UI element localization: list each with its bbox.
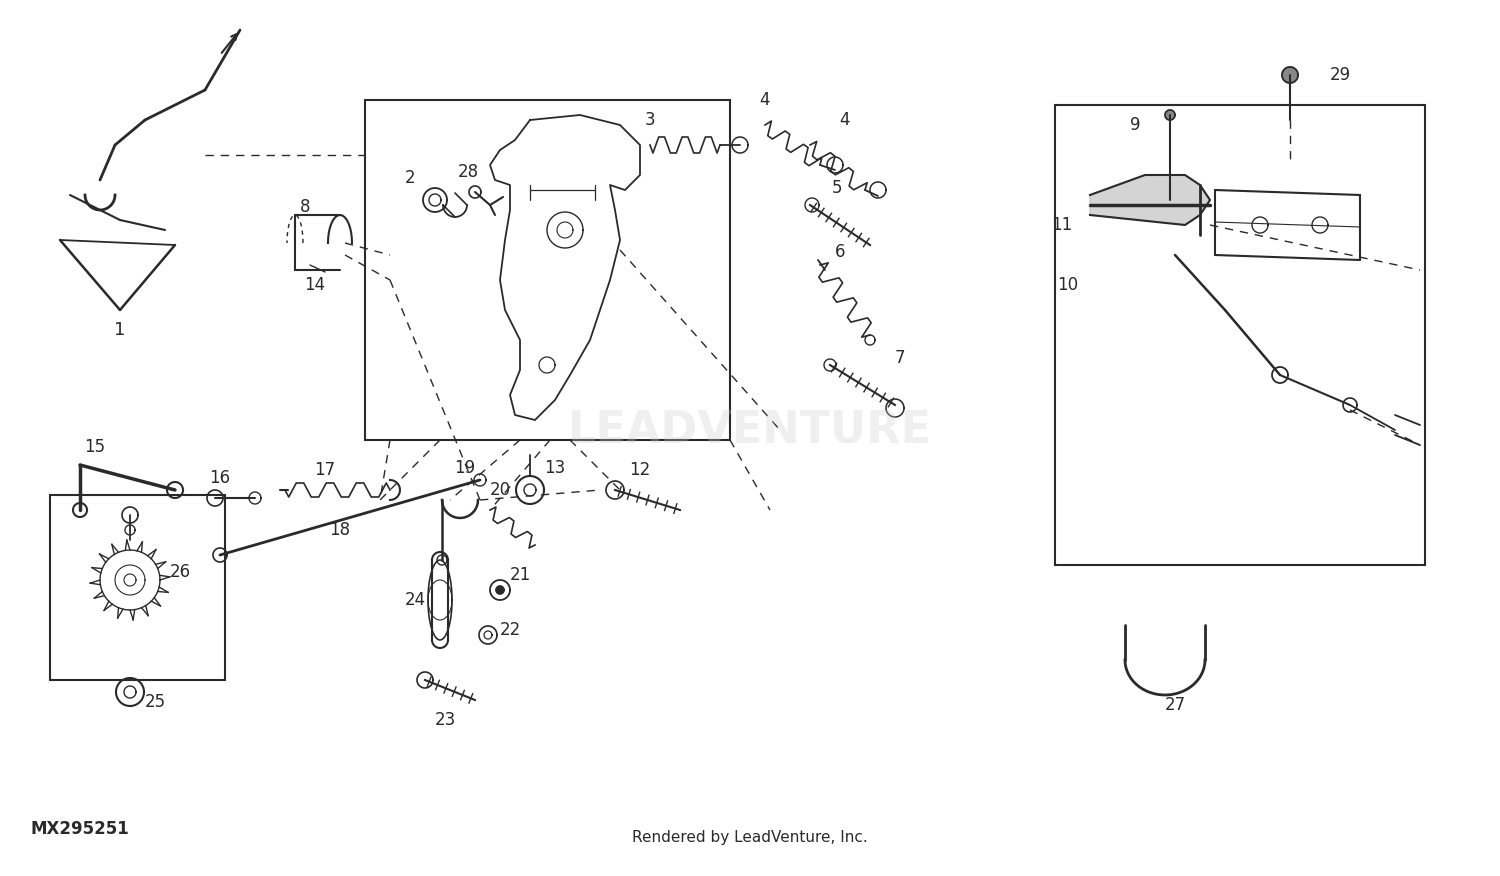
Text: MX295251: MX295251 (30, 820, 129, 838)
Text: 15: 15 (84, 438, 105, 456)
Text: 9: 9 (1130, 116, 1140, 134)
Text: 20: 20 (489, 481, 510, 499)
Polygon shape (1282, 67, 1298, 83)
Text: 21: 21 (510, 566, 531, 584)
Text: 4: 4 (840, 111, 850, 129)
Text: 27: 27 (1164, 696, 1185, 714)
Text: 4: 4 (759, 91, 771, 109)
Text: Rendered by LeadVenture, Inc.: Rendered by LeadVenture, Inc. (632, 830, 868, 845)
Text: 11: 11 (1052, 216, 1072, 234)
Text: 16: 16 (210, 469, 231, 487)
Text: 10: 10 (1058, 276, 1078, 294)
Bar (50, 495, 225, 680)
Polygon shape (1166, 110, 1174, 120)
Text: 13: 13 (544, 459, 566, 477)
Text: 28: 28 (458, 163, 478, 181)
Text: 8: 8 (300, 198, 310, 216)
Text: 1: 1 (114, 321, 126, 339)
Text: 26: 26 (170, 563, 190, 581)
Bar (1054, 105, 1425, 565)
Text: 6: 6 (834, 243, 846, 261)
Text: 12: 12 (630, 461, 651, 479)
Text: 25: 25 (144, 693, 165, 711)
Text: 14: 14 (304, 276, 326, 294)
Text: 2: 2 (405, 169, 416, 187)
Polygon shape (1090, 175, 1210, 225)
Text: 3: 3 (645, 111, 656, 129)
Text: 19: 19 (454, 459, 476, 477)
Text: 7: 7 (894, 349, 904, 367)
Text: LEADVENTURE: LEADVENTURE (568, 408, 932, 451)
Bar (364, 100, 730, 440)
Polygon shape (496, 586, 504, 594)
Text: 18: 18 (330, 521, 351, 539)
Text: 22: 22 (500, 621, 520, 639)
Text: 29: 29 (1329, 66, 1350, 84)
Text: 17: 17 (315, 461, 336, 479)
Text: 5: 5 (831, 179, 843, 197)
Polygon shape (74, 503, 87, 517)
Text: 24: 24 (405, 591, 426, 609)
Text: 23: 23 (435, 711, 456, 729)
